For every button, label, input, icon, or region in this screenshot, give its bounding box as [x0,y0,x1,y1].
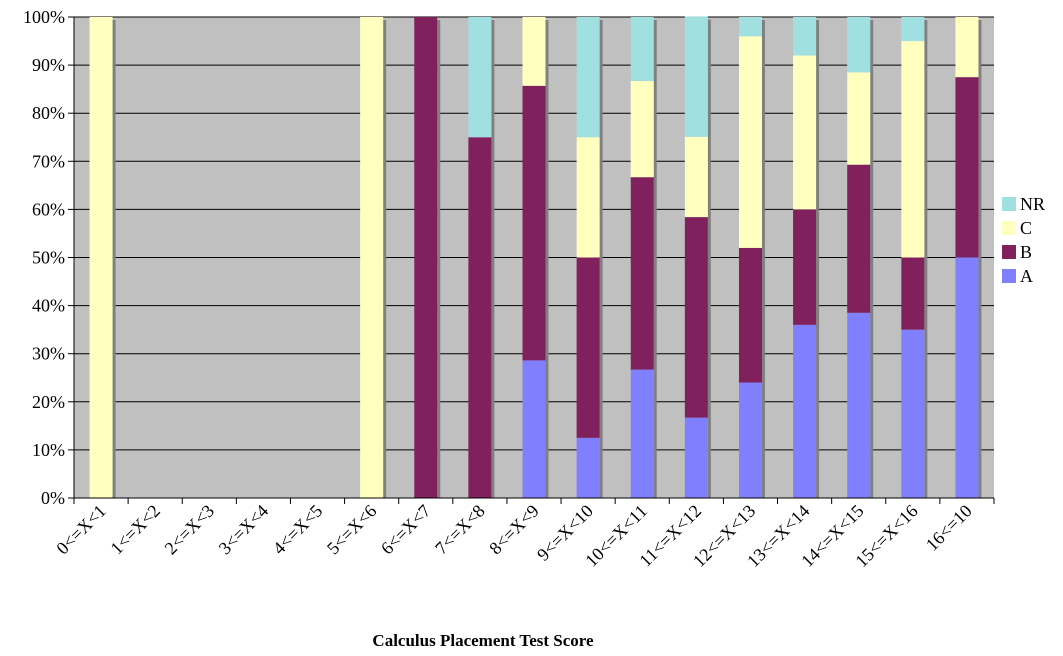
bar-segment-a [738,382,762,498]
bar-segment-b [630,177,654,370]
bar-segment-c [738,36,762,248]
bar-shadow [870,20,874,498]
legend-label-c: C [1020,218,1032,238]
bar-segment-a [793,324,817,498]
bar-segment-a [955,257,979,498]
bar-shadow [437,20,441,498]
y-tick-label: 10% [32,440,65,460]
bar-segment-a [684,417,708,498]
bar-shadow [924,20,928,498]
bar-segment-b [468,137,492,498]
legend-label-a: A [1020,266,1033,286]
bar-segment-b [684,217,708,418]
bar-segment-a [576,437,600,498]
bar-segment-b [576,257,600,438]
bar-segment-nr [576,17,600,138]
bar-segment-nr [901,17,925,42]
bar-shadow [653,20,657,498]
y-tick-label: 50% [32,248,65,268]
bar-segment-b [414,17,438,498]
x-tick-label: 1<=X<2 [106,501,164,559]
legend-swatch-b [1002,245,1016,259]
bar-segment-a [522,360,546,498]
bar-segment-b [955,77,979,258]
bar-segment-c [89,17,113,498]
bar-shadow [491,20,495,498]
bar-segment-nr [738,17,762,37]
bar-segment-b [738,247,762,383]
legend-swatch-a [1002,269,1016,283]
legend: NR CBA [1002,194,1045,286]
bar-shadow [707,19,711,498]
bar-shadow [816,20,820,498]
x-tick-label: 5<=X<6 [323,501,381,559]
y-tick-label: 30% [32,344,65,364]
bar-segment-c [522,17,546,86]
bar-shadow [761,20,765,498]
bar-segment-b [901,257,925,330]
bar-shadow [599,20,603,498]
legend-label-b: B [1020,242,1032,262]
bar-segment-c [847,72,871,165]
bar-segment-nr [468,17,492,138]
bar-shadow [978,20,982,498]
bar-segment-b [793,209,817,325]
bar-segment-nr [847,17,871,73]
bar-segment-nr [684,16,708,137]
bar-segment-a [901,329,925,498]
bar-segment-c [576,137,600,258]
bar-segment-a [630,369,654,498]
legend-swatch-nr [1002,197,1016,211]
bar-segment-c [630,80,654,178]
bars [89,16,982,498]
bar-segment-c [955,17,979,78]
x-tick-label: 3<=X<4 [215,501,273,559]
y-tick-label: 40% [32,296,65,316]
bar-segment-c [793,55,817,210]
bar-segment-nr [793,17,817,56]
bar-segment-b [522,85,546,361]
bar-shadow [112,20,116,498]
x-tick-label: 6<=X<7 [377,501,435,559]
y-tick-label: 90% [32,55,65,75]
y-tick-label: 100% [23,7,65,27]
x-tick-label: 0<=X<1 [52,501,110,559]
x-tick-label: 2<=X<3 [161,501,219,559]
y-tick-label: 20% [32,392,65,412]
x-axis-title: Calculus Placement Test Score [372,631,594,650]
bar-segment-nr [630,17,654,81]
y-tick-label: 80% [32,103,65,123]
bar-segment-c [684,136,708,218]
bar-segment-c [360,17,384,498]
y-tick-label: 60% [32,199,65,219]
bar-segment-a [847,312,871,498]
y-tick-label: 0% [41,488,65,508]
bar-segment-c [901,41,925,258]
x-tick-label: 7<=X<8 [431,501,489,559]
y-tick-label: 70% [32,151,65,171]
bar-shadow [545,20,549,498]
bar-segment-b [847,164,871,313]
x-tick-label: 4<=X<5 [269,501,327,559]
legend-swatch-c [1002,221,1016,235]
x-tick-label: 16<=10 [922,501,976,555]
legend-label-nr: NR [1020,194,1045,214]
bar-shadow [383,20,387,498]
